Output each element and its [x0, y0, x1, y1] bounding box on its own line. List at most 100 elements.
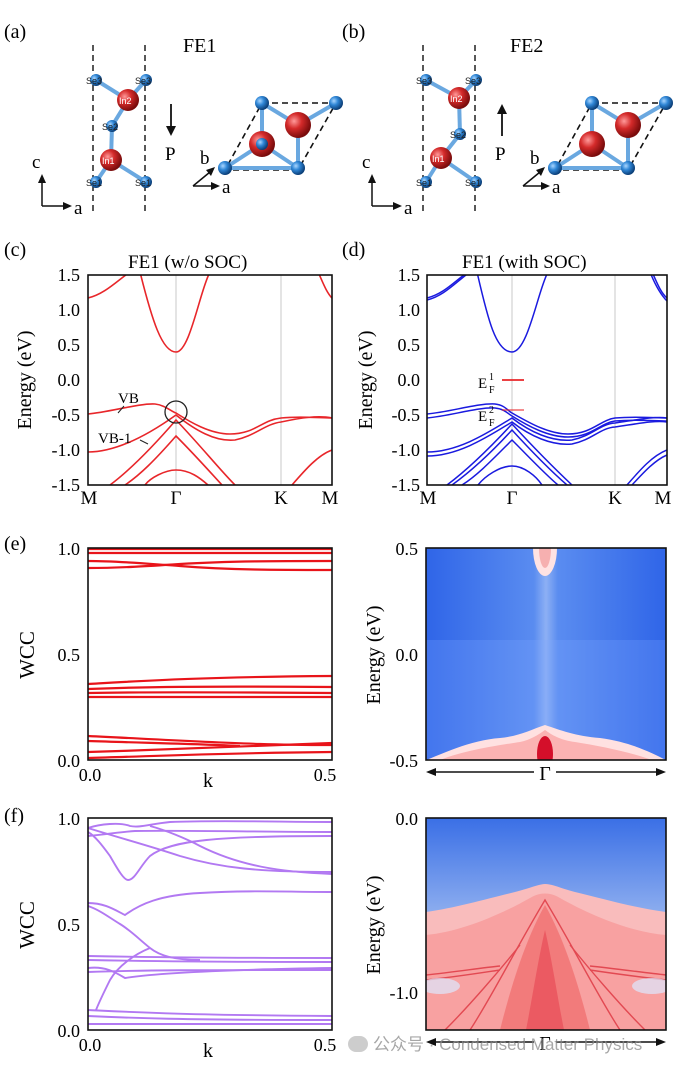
surface-f-ytick: 0.0: [396, 809, 419, 829]
fe2-atom-label-se1-right: Se1: [465, 178, 481, 188]
band-c-ytick: 1.5: [58, 265, 81, 285]
band-c-ytick: -0.5: [52, 405, 81, 425]
band-c-kpoint: Γ: [171, 488, 182, 509]
band-plot-c: FE1 (w/o SOC) VB VB-1 Energy (eV) 1.5 1.…: [14, 252, 339, 509]
band-d-kpoint: M: [420, 488, 437, 509]
band-d-lines: [427, 275, 667, 485]
wcc-plot-e: WCC 1.0 0.5 0.0 0.0 0.5 k: [15, 539, 336, 792]
band-d-kpoint: M: [655, 488, 672, 509]
band-d-ytick: -0.5: [392, 405, 421, 425]
atom-label-se1-left: Se1: [86, 178, 102, 188]
wcc-e-xtick: 0.5: [314, 765, 337, 785]
wcc-f-xtick: 0.5: [314, 1035, 337, 1055]
watermark: 公众号 · Condensed Matter Physics: [348, 1030, 642, 1055]
atom-label-se3-left: Se3: [86, 76, 102, 86]
panel-label-a: (a): [4, 21, 26, 43]
wcc-e-xlabel: k: [203, 770, 213, 792]
fe2-atom-label-se3-right: Se3: [465, 76, 481, 86]
fe2-atom-label-se2: Se2: [450, 130, 466, 140]
wcc-e-xtick: 0.0: [79, 765, 102, 785]
panel-label-e: (e): [4, 533, 26, 555]
top-view-fe2: [548, 96, 673, 175]
band-d-ytick: -1.0: [392, 440, 421, 460]
band-plot-d: FE1 (with SOC) E 1 F E 2 F: [355, 252, 672, 509]
band-d-kpoint: K: [608, 488, 622, 509]
wcc-f-ytick: 0.5: [58, 915, 81, 935]
fe2-atom-label-se1-left: Se1: [416, 178, 432, 188]
wcc-e-lines: [88, 548, 332, 760]
polarization-label-fe1: P: [165, 144, 176, 165]
arrow-down-icon: [166, 104, 176, 136]
atom-label-se1-right: Se1: [135, 178, 151, 188]
band-d-title: FE1 (with SOC): [462, 252, 587, 273]
svg-text:E: E: [478, 409, 487, 425]
axes-top-icon: [192, 167, 220, 190]
band-d-ytick: 1.5: [398, 265, 421, 285]
svg-text:1: 1: [489, 372, 494, 383]
wcc-e-ylabel: WCC: [15, 631, 39, 679]
surface-e-ylabel: Energy (eV): [363, 605, 385, 704]
fe2-atom-label-in1: In1: [432, 154, 445, 164]
band-c-kpoint: K: [274, 488, 288, 509]
band-c-kticks: M Γ K M: [81, 488, 339, 509]
wcc-e-ytick: 1.0: [58, 539, 81, 559]
fe2-axis-a-label: a: [404, 198, 413, 219]
band-d-ytick: 0.5: [398, 335, 421, 355]
band-d-ytick: 0.0: [398, 370, 421, 390]
fe2-axes-side-icon: [368, 174, 402, 210]
svg-text:F: F: [489, 385, 495, 396]
axis-a2-label: a: [222, 177, 231, 198]
surface-plot-e: Energy (eV) 0.5 0.0 -0.5 Γ: [363, 539, 667, 785]
band-d-ytick: 1.0: [398, 300, 421, 320]
axis-a-label: a: [74, 198, 83, 219]
band-c-yticks: 1.5 1.0 0.5 0.0 -0.5 -1.0 -1.5: [52, 265, 81, 495]
wcc-f-lines: [88, 820, 332, 1025]
wcc-f-ylabel: WCC: [15, 901, 39, 949]
band-c-ytick: 0.5: [58, 335, 81, 355]
fe2-axis-a2-label: a: [552, 177, 561, 198]
ef2-label: E 2 F: [478, 405, 495, 429]
axis-b-label: b: [200, 148, 210, 169]
band-d-ylabel: Energy (eV): [355, 330, 377, 429]
ef1-label: E 1 F: [478, 372, 495, 396]
panel-label-f: (f): [4, 805, 24, 827]
svg-text:F: F: [489, 418, 495, 429]
panel-label-d: (d): [342, 239, 365, 261]
watermark-text: 公众号 · Condensed Matter Physics: [373, 1035, 643, 1054]
surface-f-ylabel: Energy (eV): [363, 875, 385, 974]
wcc-f-ytick: 1.0: [58, 809, 81, 829]
fe2-axis-b-label: b: [530, 148, 540, 169]
band-c-ytick: -1.0: [52, 440, 81, 460]
axis-c-label: c: [32, 152, 40, 173]
fe1-title: FE1: [183, 35, 216, 57]
wcc-plot-f: WCC 1.0 0.5 0.0 0.0 0.5 k: [15, 809, 336, 1062]
fe2-title: FE2: [510, 35, 543, 57]
structure-fe2: FE2 Se3 Se3 In2 Se2 In1 Se1 Se1 c a: [362, 35, 673, 219]
polarization-label-fe2: P: [495, 144, 506, 165]
svg-text:E: E: [478, 376, 487, 392]
panel-label-c: (c): [4, 239, 26, 261]
band-c-ytick: 0.0: [58, 370, 81, 390]
wcc-e-ytick: 0.0: [58, 751, 81, 771]
band-d-kpoint: Γ: [507, 488, 518, 509]
arrow-up-icon: [497, 104, 507, 136]
vb-label: VB: [118, 391, 139, 407]
band-c-ylabel: Energy (eV): [14, 330, 36, 429]
wcc-f-ytick: 0.0: [58, 1021, 81, 1041]
atom-label-se2: Se2: [102, 122, 118, 132]
band-d-ytick: -1.5: [392, 475, 421, 495]
vb1-label: VB-1: [98, 431, 131, 447]
band-c-kpoint: M: [81, 488, 98, 509]
surface-e-ytick: 0.0: [396, 645, 419, 665]
wcc-f-xtick: 0.0: [79, 1035, 102, 1055]
band-d-yticks: 1.5 1.0 0.5 0.0 -0.5 -1.0 -1.5: [392, 265, 421, 495]
surface-e-ytick: -0.5: [390, 751, 419, 771]
atom-label-in1: In1: [102, 156, 115, 166]
wechat-icon: [348, 1036, 368, 1052]
surface-f-ytick: -1.0: [390, 983, 419, 1003]
surface-e-xlabel: Γ: [539, 763, 551, 785]
wcc-e-ytick: 0.5: [58, 645, 81, 665]
top-view-fe1: [218, 96, 343, 175]
fe2-axes-top-icon: [522, 167, 550, 190]
